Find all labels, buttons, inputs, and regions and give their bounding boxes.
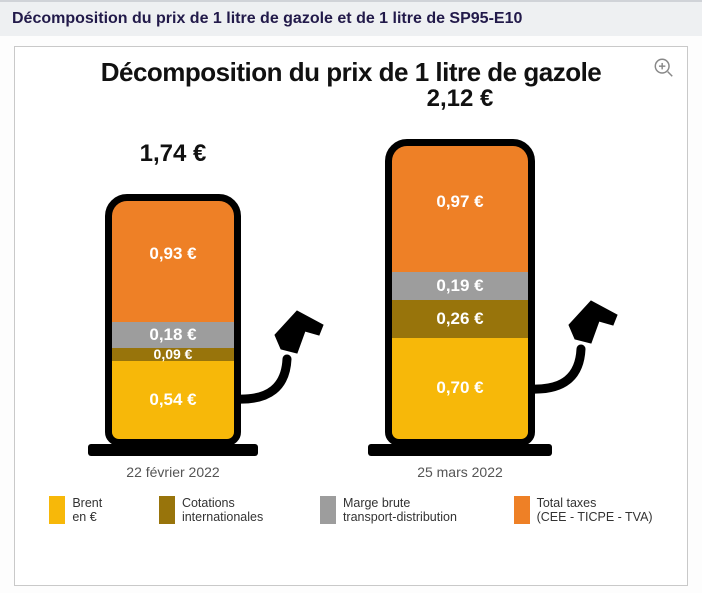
- pump-base: [368, 444, 552, 456]
- fuel-pump: 1,74 €0,54 €0,09 €0,18 €0,93 €: [105, 144, 331, 456]
- chart-figure: Décomposition du prix de 1 litre de gazo…: [14, 46, 688, 586]
- legend: Brenten € Cotationsinternationales Marge b…: [15, 484, 687, 525]
- legend-item: Total taxes(CEE - TICPE - TVA): [514, 496, 653, 525]
- price-segment-taxes: 0,93 €: [112, 194, 234, 322]
- fuel-pump: 2,12 €0,70 €0,26 €0,19 €0,97 €: [385, 89, 625, 456]
- total-price-label: 1,74 €: [105, 140, 241, 168]
- price-segment-intl: 0,26 €: [392, 300, 528, 338]
- legend-label: Cotationsinternationales: [182, 496, 263, 525]
- date-label: 25 mars 2022: [385, 464, 535, 480]
- pumps-area: 1,74 €0,54 €0,09 €0,18 €0,93 €22 février…: [15, 94, 687, 484]
- legend-swatch: [159, 496, 175, 524]
- legend-item: Marge brutetransport-distribution: [320, 496, 457, 525]
- price-segment-brent: 0,54 €: [112, 361, 234, 439]
- zoom-in-icon[interactable]: [653, 57, 675, 79]
- legend-item: Brenten €: [49, 496, 102, 525]
- chart-title: Décomposition du prix de 1 litre de gazo…: [15, 57, 687, 88]
- total-price-label: 2,12 €: [385, 85, 535, 113]
- legend-label: Marge brutetransport-distribution: [343, 496, 457, 525]
- legend-item: Cotationsinternationales: [159, 496, 263, 525]
- price-segment-taxes: 0,97 €: [392, 139, 528, 273]
- legend-swatch: [320, 496, 336, 524]
- page-title: Décomposition du prix de 1 litre de gazo…: [12, 10, 690, 28]
- legend-swatch: [514, 496, 530, 524]
- pump-base: [88, 444, 258, 456]
- legend-label: Total taxes(CEE - TICPE - TVA): [537, 496, 653, 525]
- nozzle-icon: [529, 291, 619, 401]
- pump-body: 0,54 €0,09 €0,18 €0,93 €: [105, 194, 241, 446]
- legend-swatch: [49, 496, 65, 524]
- price-segment-brent: 0,70 €: [392, 338, 528, 440]
- nozzle-icon: [235, 301, 325, 411]
- price-segment-margin: 0,18 €: [112, 322, 234, 348]
- page-header: Décomposition du prix de 1 litre de gazo…: [0, 0, 702, 36]
- price-segment-intl: 0,09 €: [112, 348, 234, 361]
- date-label: 22 février 2022: [105, 464, 241, 480]
- price-segment-margin: 0,19 €: [392, 272, 528, 300]
- pump-body: 0,70 €0,26 €0,19 €0,97 €: [385, 139, 535, 446]
- legend-label: Brenten €: [72, 496, 102, 525]
